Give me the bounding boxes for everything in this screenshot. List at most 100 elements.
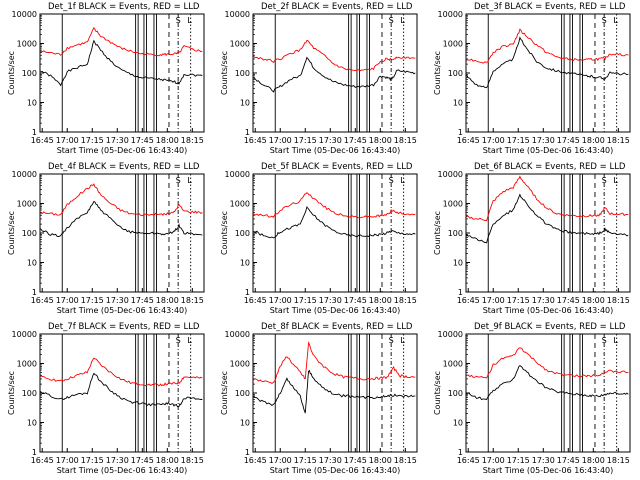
flag-label: S [389,16,394,25]
y-tick-label: 100 [235,389,250,398]
plot-frame [39,333,205,453]
x-tick-label: 17:15 [507,456,530,465]
x-tick-label: 17:30 [106,296,129,305]
y-tick-label: 10 [453,419,463,428]
x-tick-label: 18:00 [369,136,392,145]
x-tick-label: 18:00 [582,296,605,305]
x-tick-label: 17:30 [319,136,342,145]
events-series-line [253,369,416,414]
x-tick-label: 16:45 [244,296,267,305]
lld-series-line [253,39,416,72]
x-tick-label: 17:15 [81,296,104,305]
chart-title: Det_6f BLACK = Events, RED = LLD [474,162,626,172]
flag-label: L [400,336,405,345]
x-tick-label: 17:00 [56,296,79,305]
chart-title: Det_3f BLACK = Events, RED = LLD [474,2,626,12]
y-tick-label: 10000 [438,10,463,19]
y-tick-label: 1000 [443,40,463,49]
y-tick-label: 10 [240,419,250,428]
x-axis-label: Start Time (05-Dec-06 16:43:40) [57,146,188,155]
y-tick-label: 100 [448,229,463,238]
x-tick-label: 18:15 [394,296,417,305]
x-tick-label: 16:45 [244,136,267,145]
lld-series-line [40,183,203,217]
flag-label: S [602,16,607,25]
y-axis-label: Counts/sec [220,211,229,255]
flag-label: L [400,16,405,25]
x-tick-label: 17:00 [482,456,505,465]
y-axis-label: Counts/sec [7,211,16,255]
flag-label: L [187,16,192,25]
x-tick-label: 17:45 [557,136,580,145]
y-tick-label: 10000 [12,10,37,19]
y-tick-label: 100 [235,229,250,238]
plot-frame [465,173,631,293]
y-axis-label: Counts/sec [433,51,442,95]
flag-label: L [400,176,405,185]
x-tick-label: 16:45 [31,136,54,145]
flag-label: S [176,176,181,185]
y-tick-label: 100 [448,69,463,78]
x-tick-label: 18:00 [156,136,179,145]
x-tick-label: 18:15 [607,296,630,305]
x-tick-label: 18:00 [582,456,605,465]
x-tick-label: 18:00 [156,296,179,305]
x-tick-label: 17:00 [482,296,505,305]
flag-label: L [613,176,618,185]
x-tick-label: 16:45 [457,296,480,305]
y-tick-label: 10000 [438,170,463,179]
events-series-line [40,200,203,237]
x-tick-label: 17:30 [106,456,129,465]
y-axis-label: Counts/sec [433,211,442,255]
y-axis-label: Counts/sec [7,371,16,415]
x-tick-label: 16:45 [457,136,480,145]
y-tick-label: 10 [240,99,250,108]
x-tick-label: 17:00 [56,456,79,465]
y-tick-label: 100 [22,69,37,78]
y-tick-label: 10000 [12,170,37,179]
y-tick-label: 10 [453,99,463,108]
x-tick-label: 17:45 [344,136,367,145]
chart-panel: Det_5f BLACK = Events, RED = LLD 1 10 100 10… [220,162,418,315]
x-tick-label: 17:15 [507,296,530,305]
x-tick-label: 17:00 [482,136,505,145]
x-axis-label: Start Time (05-Dec-06 16:43:40) [270,466,401,475]
events-series-line [253,206,416,239]
events-series-line [466,365,629,401]
chart-title: Det_7f BLACK = Events, RED = LLD [48,322,200,332]
chart-panel: Det_1f BLACK = Events, RED = LLD 1 10 100 10… [7,2,205,155]
y-tick-label: 1000 [230,40,250,49]
y-tick-label: 100 [22,389,37,398]
x-tick-label: 17:45 [131,136,154,145]
plot-frame [252,13,418,133]
y-tick-label: 10 [453,259,463,268]
x-tick-label: 17:30 [319,456,342,465]
y-tick-label: 1 [245,128,250,137]
x-tick-label: 17:00 [269,456,292,465]
flag-label: L [613,336,618,345]
x-tick-label: 18:15 [181,296,204,305]
chart-panel: Det_4f BLACK = Events, RED = LLD 1 10 100 10… [7,162,205,315]
x-tick-label: 18:00 [156,456,179,465]
y-axis-label: Counts/sec [7,51,16,95]
y-tick-label: 1 [32,288,37,297]
lld-series-line [466,28,629,64]
x-tick-label: 17:45 [344,296,367,305]
x-tick-label: 18:00 [369,456,392,465]
x-tick-label: 17:45 [344,456,367,465]
x-tick-label: 18:15 [607,136,630,145]
flag-label: S [389,336,394,345]
x-tick-label: 17:00 [56,136,79,145]
x-tick-label: 17:00 [269,136,292,145]
lld-series-line [253,341,416,385]
y-tick-label: 1 [32,448,37,457]
x-tick-label: 17:15 [81,136,104,145]
x-tick-label: 18:15 [607,456,630,465]
flag-label: S [176,336,181,345]
x-tick-label: 17:15 [507,136,530,145]
y-tick-label: 1 [245,448,250,457]
chart-title: Det_4f BLACK = Events, RED = LLD [48,162,200,172]
y-tick-label: 100 [22,229,37,238]
y-axis-label: Counts/sec [220,371,229,415]
plot-frame [252,333,418,453]
